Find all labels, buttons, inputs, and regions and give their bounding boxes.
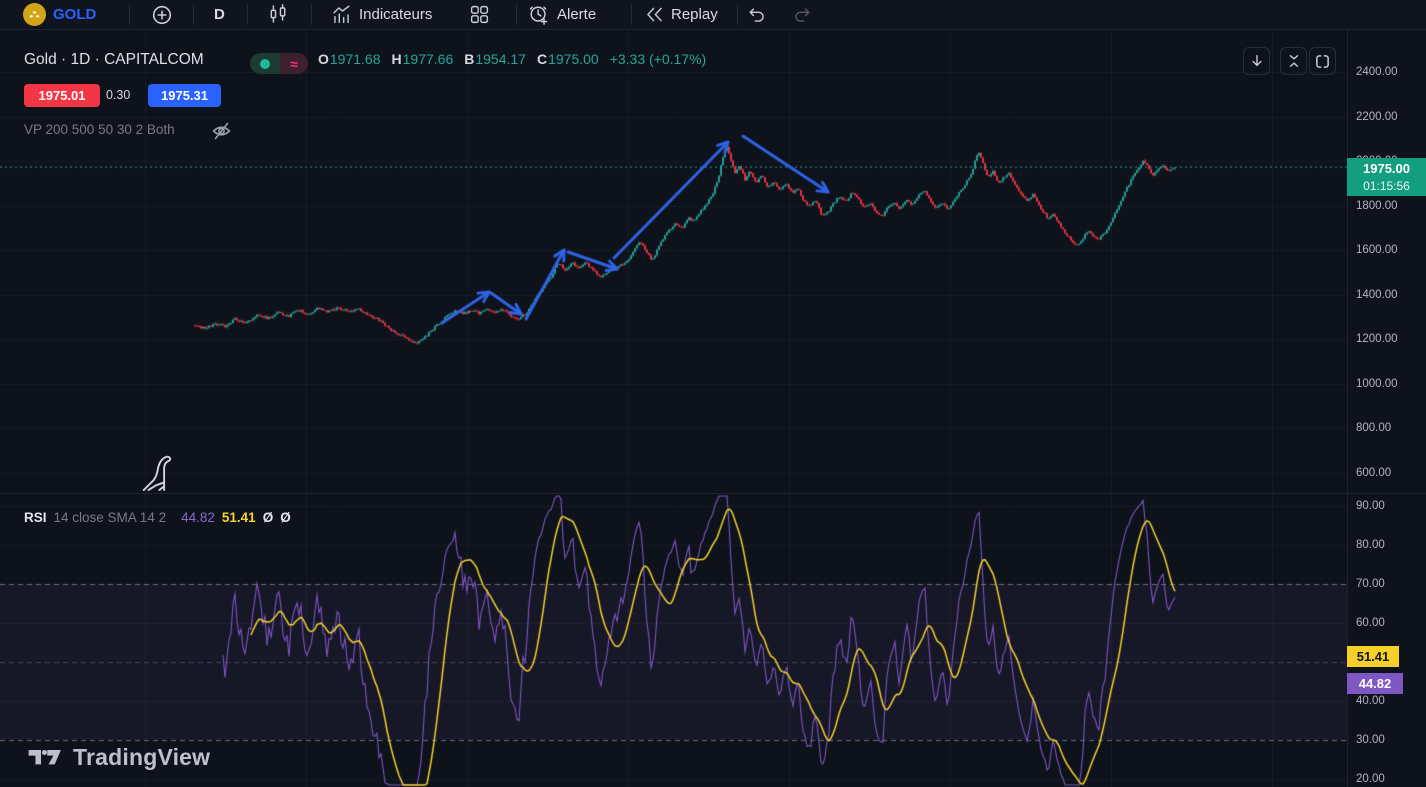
compare-add-button[interactable] <box>151 4 173 26</box>
pane-separator[interactable] <box>0 493 1426 494</box>
open-label: O <box>318 51 329 67</box>
close-value: 1975.00 <box>548 51 599 67</box>
replay-label[interactable]: Replay <box>671 6 718 23</box>
rsi-value: 44.82 <box>181 510 215 525</box>
tradingview-wordmark: TradingView <box>73 744 211 770</box>
low-value: 1954.17 <box>475 51 526 67</box>
rsi-axis-label: 30.00 <box>1356 734 1385 746</box>
toolbar-separator <box>311 4 312 25</box>
rsi-empty-value: Ø <box>280 510 291 525</box>
alert-button[interactable] <box>528 4 550 26</box>
toolbar-separator <box>516 4 517 25</box>
undo-button[interactable] <box>746 4 767 25</box>
gold-bars-icon <box>29 11 40 18</box>
price-axis-label: 1600.00 <box>1356 244 1398 256</box>
indicators-icon <box>333 5 350 24</box>
eye-off-icon <box>212 122 231 140</box>
price-scale-border <box>1347 29 1348 787</box>
grid-icon <box>470 5 489 24</box>
ohlc-row: O1971.68 H1977.66 B1954.17 C1975.00 +3.3… <box>318 51 706 67</box>
undo-icon <box>749 8 764 22</box>
price-axis-label: 800.00 <box>1356 422 1392 434</box>
toolbar-separator <box>193 4 194 25</box>
price-axis-label: 2400.00 <box>1356 66 1398 78</box>
rsi-name: RSI <box>24 510 47 525</box>
indicators-button[interactable] <box>331 4 352 25</box>
low-label: B <box>464 51 475 67</box>
symbol-logo[interactable] <box>23 3 46 26</box>
plus-circle-icon <box>152 5 172 24</box>
high-label: H <box>391 51 402 67</box>
replay-rewind-icon <box>647 7 662 22</box>
chart-legend-title[interactable]: Gold · 1D · CAPITALCOM <box>24 51 204 68</box>
redo-button[interactable] <box>792 4 813 25</box>
tradingview-logo[interactable]: TradingView <box>28 744 210 771</box>
redo-icon <box>795 8 810 22</box>
rsi-axis-label: 70.00 <box>1356 578 1385 590</box>
volume-profile-legend[interactable]: VP 200 500 50 30 2 Both <box>24 122 175 137</box>
price-axis-label: 1400.00 <box>1356 288 1398 301</box>
market-open-dot-icon <box>260 58 270 69</box>
fullscreen-icon <box>1316 54 1329 68</box>
rsi-empty-value: Ø <box>262 510 274 525</box>
bar-countdown: 01:15:56 <box>1363 179 1410 193</box>
toolbar-separator <box>247 4 248 25</box>
indicators-label[interactable]: Indicateurs <box>359 6 433 23</box>
rsi-sma-axis-badge: 51.41 <box>1347 646 1399 667</box>
toolbar-separator <box>631 4 632 25</box>
price-axis-label: 2200.00 <box>1356 110 1398 123</box>
chart-style-button[interactable] <box>267 3 289 25</box>
rsi-params: 14 close SMA 14 2 <box>53 510 167 525</box>
collapse-chevrons-icon <box>1289 55 1298 67</box>
arrow-down-icon <box>1251 55 1262 67</box>
delayed-data-icon: ≈ <box>280 53 308 74</box>
layout-grid-button[interactable] <box>469 4 490 25</box>
interval-button[interactable]: D <box>214 6 225 23</box>
change-value: +3.33 (+0.17%) <box>609 51 707 67</box>
rsi-axis-badge: 44.82 <box>1347 673 1403 694</box>
price-axis-label: 1000.00 <box>1356 377 1398 390</box>
price-axis-label: 600.00 <box>1356 466 1392 479</box>
fullscreen-pane-button[interactable] <box>1309 47 1336 75</box>
rsi-axis-label: 20.00 <box>1356 773 1385 785</box>
rsi-legend[interactable]: RSI 14 close SMA 14 2 44.82 51.41 Ø Ø <box>24 510 291 525</box>
scroll-to-realtime-button[interactable] <box>1243 47 1270 75</box>
toolbar-separator <box>737 4 738 25</box>
open-value: 1971.68 <box>329 51 381 67</box>
tradingview-glyph-icon <box>28 750 61 765</box>
dino-sticker[interactable] <box>138 451 176 493</box>
replay-button[interactable] <box>644 4 665 25</box>
price-axis-label: 1800.00 <box>1356 199 1398 212</box>
rsi-sma-value: 51.41 <box>221 510 256 525</box>
rsi-axis-label: 60.00 <box>1356 617 1385 629</box>
dinosaur-icon <box>142 455 172 491</box>
market-status-pill[interactable]: ≈ <box>250 53 308 74</box>
candlestick-icon <box>270 4 286 23</box>
rsi-axis-label: 40.00 <box>1356 695 1385 707</box>
market-open-segment <box>250 53 280 74</box>
alert-label[interactable]: Alerte <box>557 6 597 23</box>
last-price-badge: 1975.00 01:15:56 <box>1347 158 1426 196</box>
alarm-clock-plus-icon <box>529 5 548 25</box>
last-price-value: 1975.00 <box>1363 161 1410 176</box>
top-toolbar: GOLD D Indicateurs <box>0 0 1426 30</box>
rsi-axis-label: 80.00 <box>1356 539 1385 551</box>
symbol-button[interactable]: GOLD <box>53 6 97 23</box>
spread-value: 0.30 <box>106 88 131 102</box>
buy-ask-button[interactable]: 1975.31 <box>148 84 221 107</box>
collapse-pane-button[interactable] <box>1280 47 1307 75</box>
high-value: 1977.66 <box>402 51 454 67</box>
sell-bid-button[interactable]: 1975.01 <box>24 84 100 107</box>
visibility-toggle-button[interactable] <box>210 120 233 142</box>
toolbar-separator <box>129 4 130 25</box>
price-axis-label: 1200.00 <box>1356 333 1398 345</box>
close-label: C <box>536 51 548 67</box>
rsi-axis-label: 90.00 <box>1356 500 1385 512</box>
